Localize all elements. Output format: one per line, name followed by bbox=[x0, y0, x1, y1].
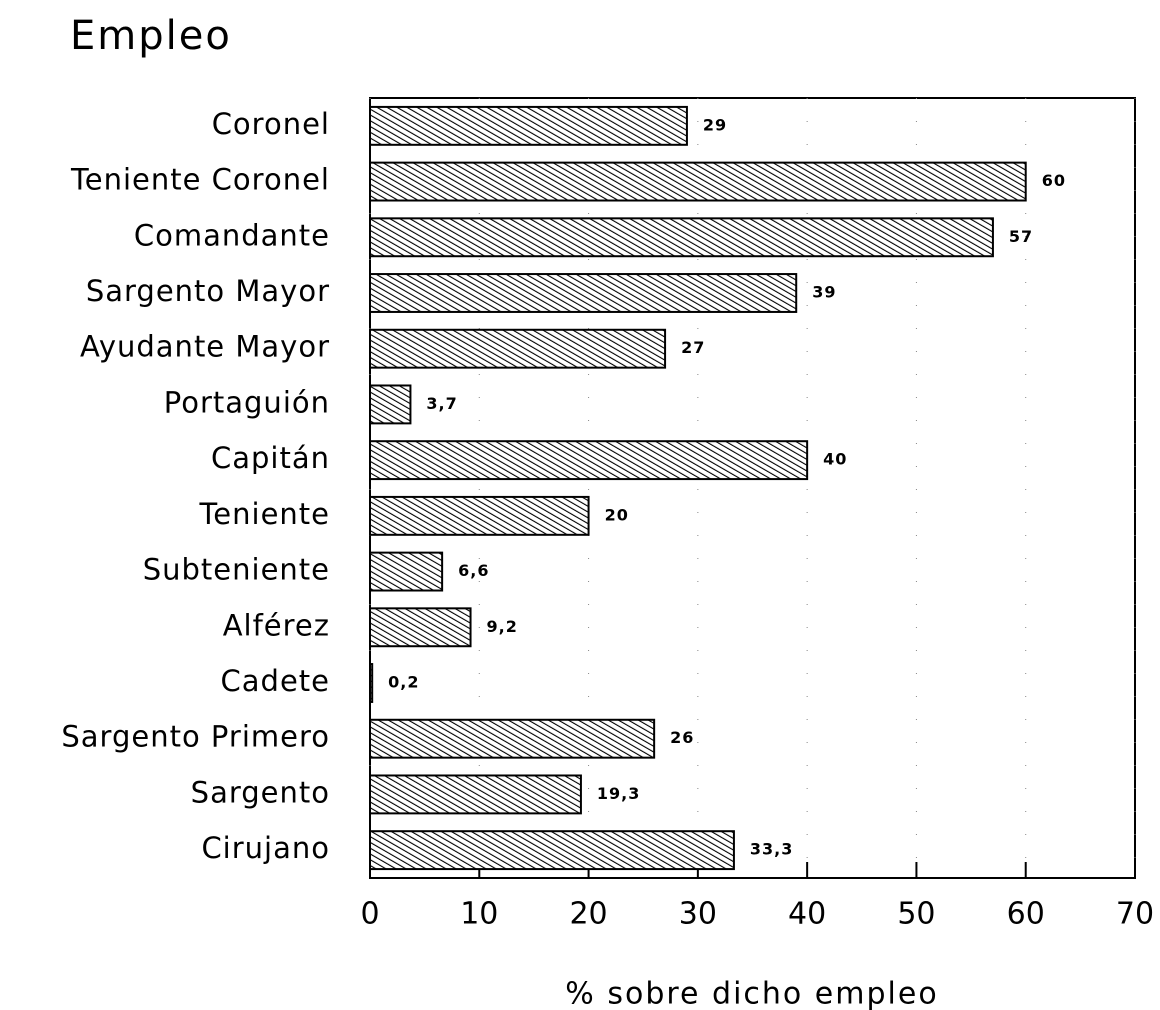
bar bbox=[369, 774, 582, 815]
y-tick-label: Sargento bbox=[191, 775, 330, 809]
x-tick-label: 70 bbox=[1116, 897, 1154, 932]
data-label: 29 bbox=[703, 115, 727, 134]
y-tick-label: Subteniente bbox=[143, 553, 330, 587]
y-tick-label: Portaguión bbox=[164, 385, 330, 419]
y-tick-label: Alférez bbox=[223, 608, 330, 642]
x-tick-label: 40 bbox=[788, 897, 826, 932]
y-tick-label: Sargento Mayor bbox=[86, 274, 330, 308]
data-label: 9,2 bbox=[487, 617, 518, 636]
bar bbox=[369, 105, 688, 146]
x-axis-label: % sobre dicho empleo bbox=[565, 977, 938, 1010]
x-tick-label: 50 bbox=[897, 897, 935, 932]
bar bbox=[369, 161, 1027, 202]
data-label: 27 bbox=[681, 338, 705, 357]
data-label: 3,7 bbox=[426, 394, 457, 413]
data-label: 0,2 bbox=[388, 673, 419, 692]
bar bbox=[369, 830, 735, 871]
data-label: 60 bbox=[1042, 171, 1066, 190]
y-tick-label: Cirujano bbox=[201, 831, 330, 865]
y-tick-label: Sargento Primero bbox=[61, 720, 330, 754]
plot-frame bbox=[369, 97, 1136, 879]
data-label: 33,3 bbox=[750, 840, 793, 859]
bar bbox=[369, 718, 656, 759]
data-label: 57 bbox=[1009, 227, 1033, 246]
y-tick-label: Capitán bbox=[211, 441, 330, 475]
data-label: 19,3 bbox=[597, 784, 640, 803]
y-tick-label: Cadete bbox=[221, 664, 330, 698]
data-label: 40 bbox=[823, 450, 847, 469]
x-tick-label: 30 bbox=[679, 897, 717, 932]
bar bbox=[369, 551, 444, 592]
y-tick-label: Coronel bbox=[212, 107, 330, 141]
bar bbox=[369, 607, 472, 648]
x-tick-label: 20 bbox=[569, 897, 607, 932]
bar bbox=[369, 217, 994, 258]
y-tick-label: Ayudante Mayor bbox=[80, 330, 330, 364]
data-label: 39 bbox=[812, 283, 836, 302]
x-tick-label: 0 bbox=[360, 897, 379, 932]
bar bbox=[369, 440, 809, 481]
y-tick-label: Teniente Coronel bbox=[70, 163, 330, 197]
data-label: 26 bbox=[670, 728, 694, 747]
bar bbox=[369, 273, 798, 313]
y-tick-label: Teniente bbox=[199, 497, 331, 531]
y-tick-label: Comandante bbox=[134, 218, 330, 252]
bar bbox=[369, 384, 412, 425]
chart-title: Empleo bbox=[70, 13, 232, 59]
data-label: 6,6 bbox=[458, 561, 489, 580]
data-label: 20 bbox=[605, 505, 629, 524]
bar bbox=[369, 663, 374, 703]
bar bbox=[369, 328, 667, 369]
bar bbox=[369, 495, 590, 536]
x-tick-label: 10 bbox=[460, 897, 498, 932]
x-tick-label: 60 bbox=[1007, 897, 1045, 932]
